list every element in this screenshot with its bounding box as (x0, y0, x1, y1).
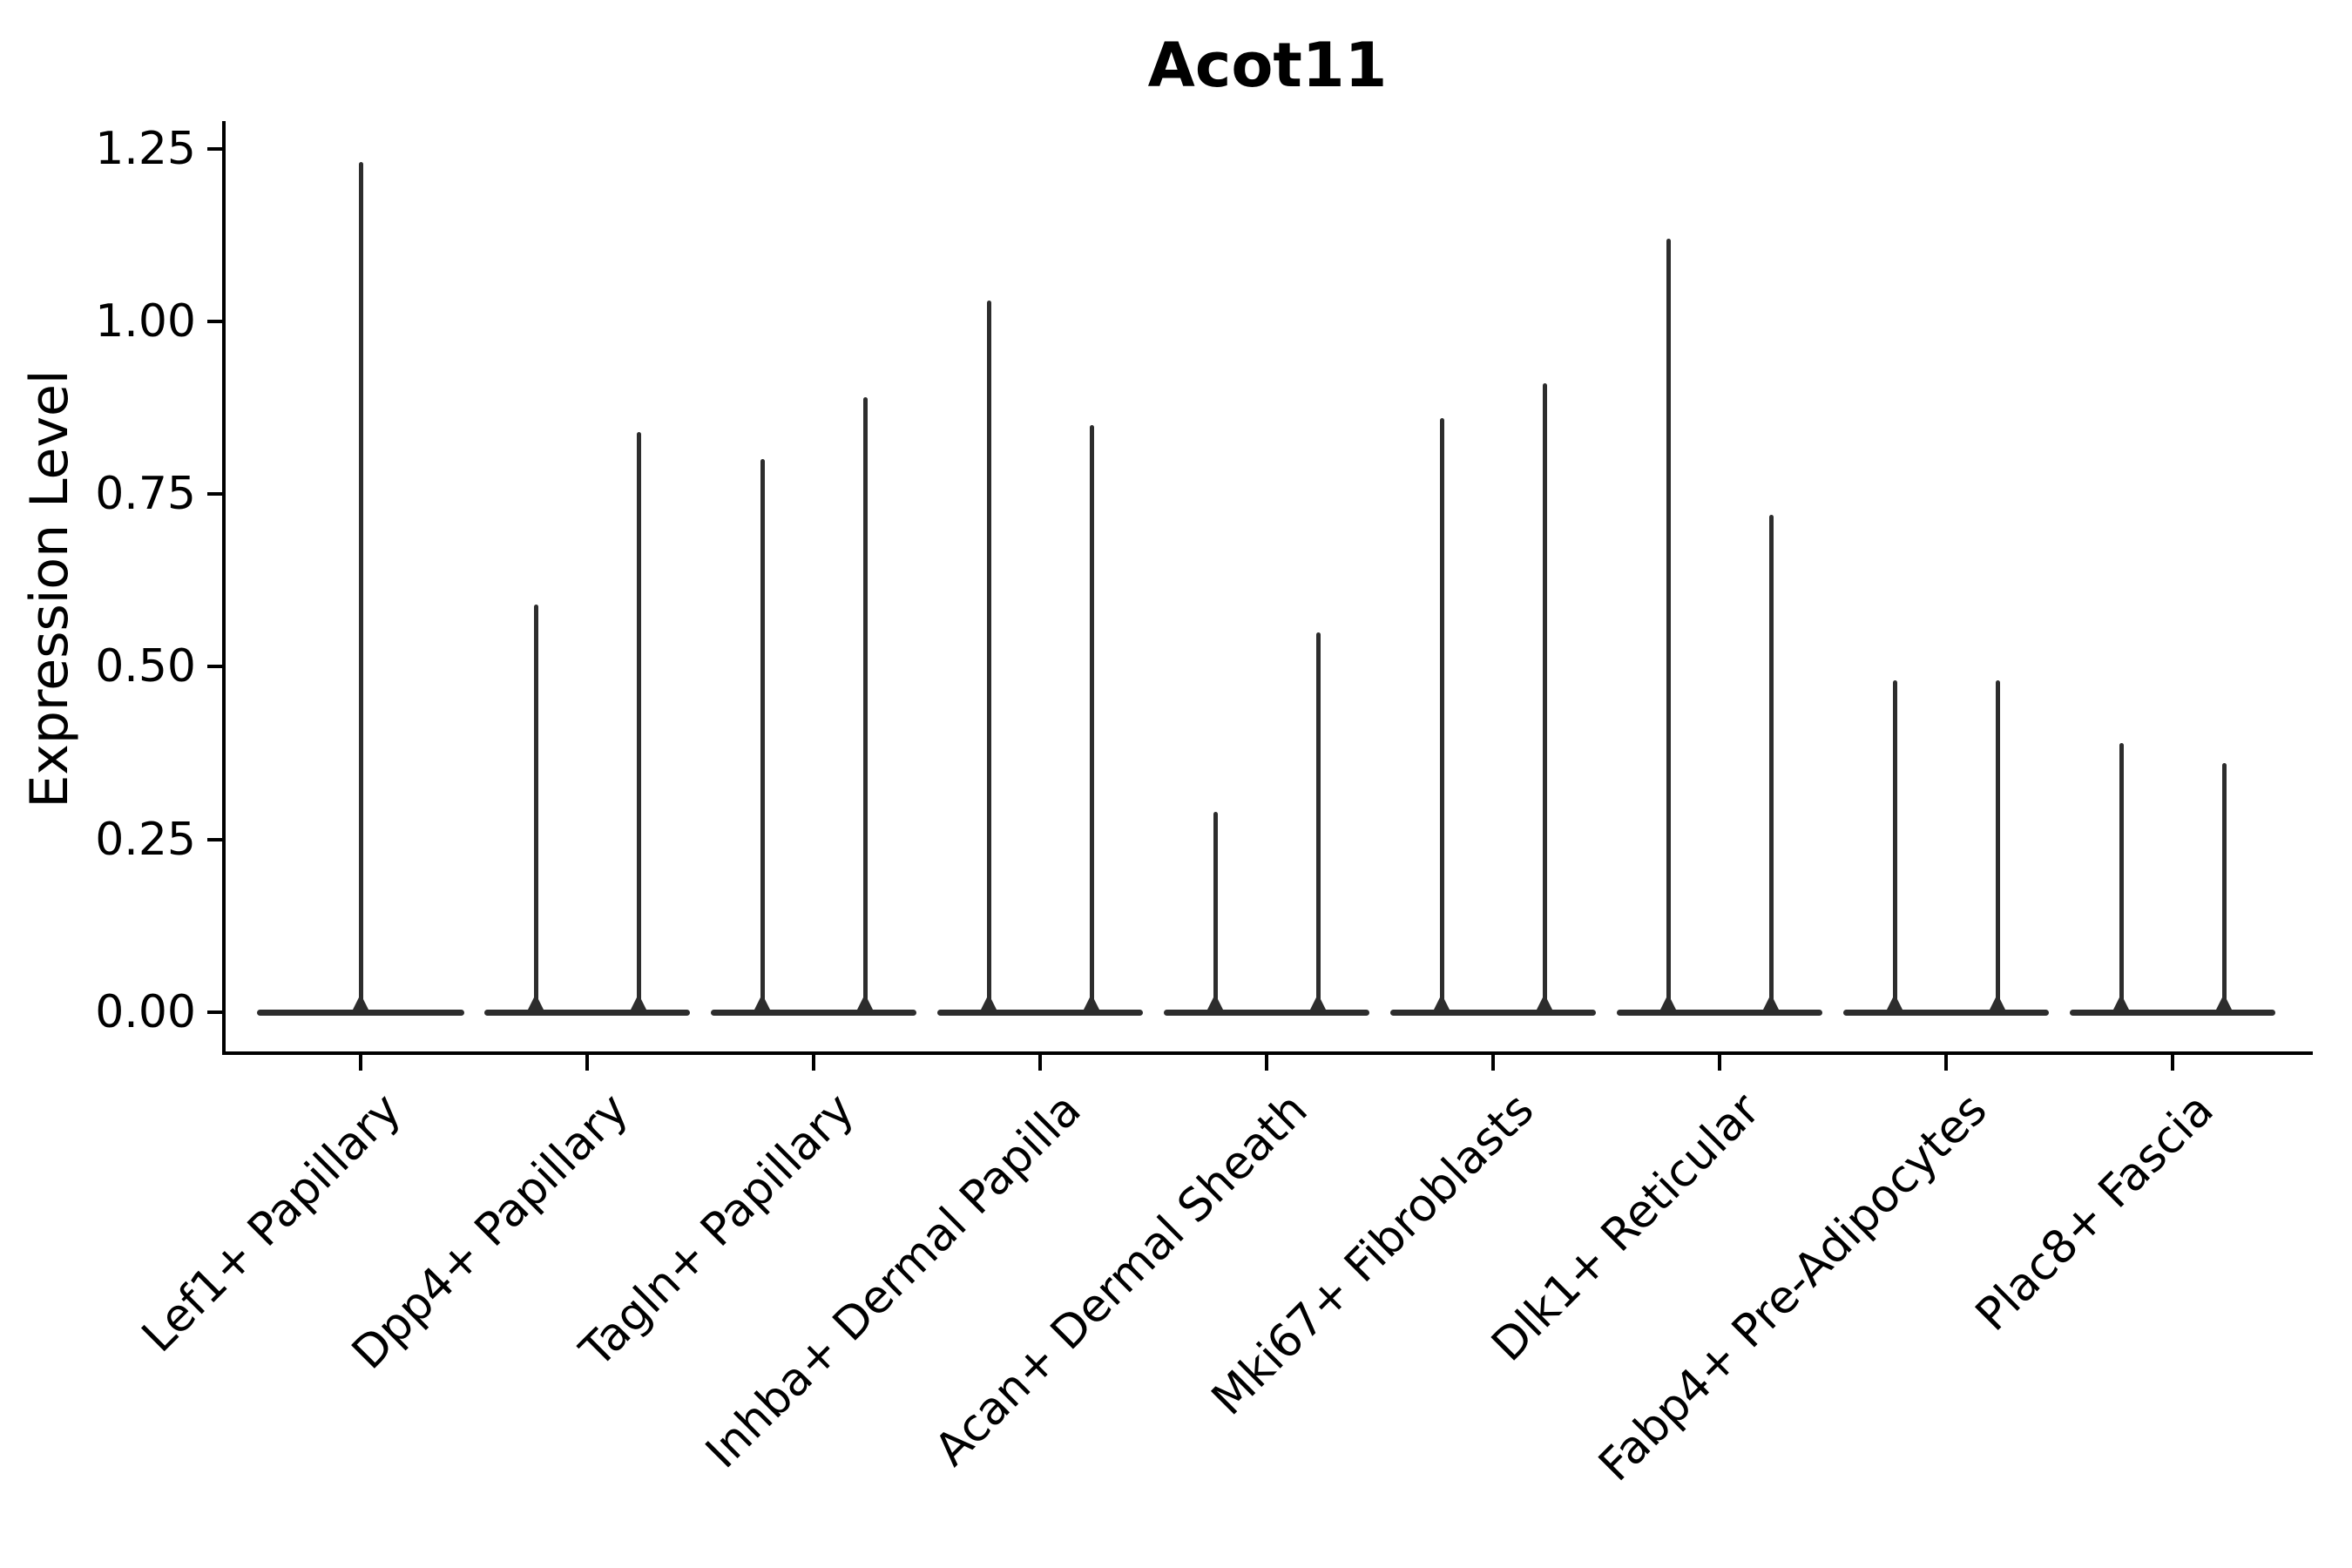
violin-flare (1207, 994, 1223, 1010)
violin-flare (1310, 994, 1326, 1010)
y-axis-tick (207, 492, 224, 497)
violin-flare (754, 994, 770, 1010)
x-axis-tick (1038, 1055, 1042, 1071)
violin-spike (1439, 417, 1444, 1014)
violin-flare (2113, 994, 2129, 1010)
chart-title: Acot11 (1147, 30, 1388, 101)
x-tick-label: Inhba+ Dermal Papilla (695, 1083, 1092, 1479)
violin-spike (2221, 763, 2227, 1014)
x-tick-label: Acan+ Dermal Sheath (924, 1083, 1318, 1477)
violin-spike (1995, 680, 2000, 1014)
violin-spike (1213, 811, 1218, 1014)
violin-spike (862, 397, 868, 1014)
violin-base (2070, 1010, 2275, 1016)
violin-spike (986, 301, 991, 1014)
violin-flare (528, 994, 544, 1010)
violin-spike (1089, 424, 1094, 1014)
x-axis-tick (2171, 1055, 2174, 1071)
x-tick-label: Fabp4+ Pre-Adipocytes (1589, 1083, 1997, 1492)
violin-spike (2119, 742, 2124, 1014)
violin-spike (1892, 680, 1897, 1014)
violin-base (1617, 1010, 1822, 1016)
violin-base (1843, 1010, 2049, 1016)
y-tick-label: 1.00 (95, 294, 196, 348)
x-axis-tick (812, 1055, 815, 1071)
violin-flare (1084, 994, 1099, 1010)
violin-spike (1768, 514, 1774, 1014)
y-tick-label: 0.75 (95, 468, 196, 521)
x-axis-tick (359, 1055, 362, 1071)
violin-spike (358, 162, 363, 1014)
y-tick-label: 0.25 (95, 813, 196, 866)
violin-flare (1537, 994, 1552, 1010)
violin-spike (533, 605, 538, 1014)
violin-flare (2216, 994, 2232, 1010)
violin-flare (981, 994, 997, 1010)
plot-area (222, 121, 2313, 1055)
violin-flare (353, 994, 368, 1010)
x-axis-tick (1265, 1055, 1268, 1071)
violin-flare (631, 994, 646, 1010)
y-axis-tick (207, 1010, 224, 1014)
violin-flare (1887, 994, 1903, 1010)
x-axis-tick (1718, 1055, 1721, 1071)
y-tick-label: 0.50 (95, 640, 196, 693)
violin-flare (1763, 994, 1779, 1010)
violin-spike (1666, 238, 1671, 1014)
violin-spike (636, 431, 641, 1014)
x-axis-tick (585, 1055, 589, 1071)
violin-flare (1434, 994, 1450, 1010)
violin-base (1390, 1010, 1596, 1016)
violin-base (1164, 1010, 1369, 1016)
violin-flare (1660, 994, 1676, 1010)
x-tick-label: Plac8+ Fascia (1965, 1083, 2224, 1342)
x-axis-tick (1944, 1055, 1948, 1071)
y-tick-label: 0.00 (95, 986, 196, 1038)
violin-spike (1315, 632, 1321, 1014)
violin-flare (857, 994, 873, 1010)
y-axis-label: Expression Level (19, 369, 80, 808)
violin-spike (760, 459, 765, 1014)
violin-base (484, 1010, 690, 1016)
y-axis-tick (207, 665, 224, 669)
violin-flare (1990, 994, 2005, 1010)
y-axis-tick (207, 837, 224, 841)
y-tick-label: 1.25 (95, 122, 196, 175)
y-axis-tick (207, 319, 224, 323)
y-axis-tick (207, 146, 224, 151)
x-axis-tick (1491, 1055, 1495, 1071)
violin-base (937, 1010, 1143, 1016)
violin-spike (1542, 383, 1547, 1014)
violin-base (711, 1010, 916, 1016)
